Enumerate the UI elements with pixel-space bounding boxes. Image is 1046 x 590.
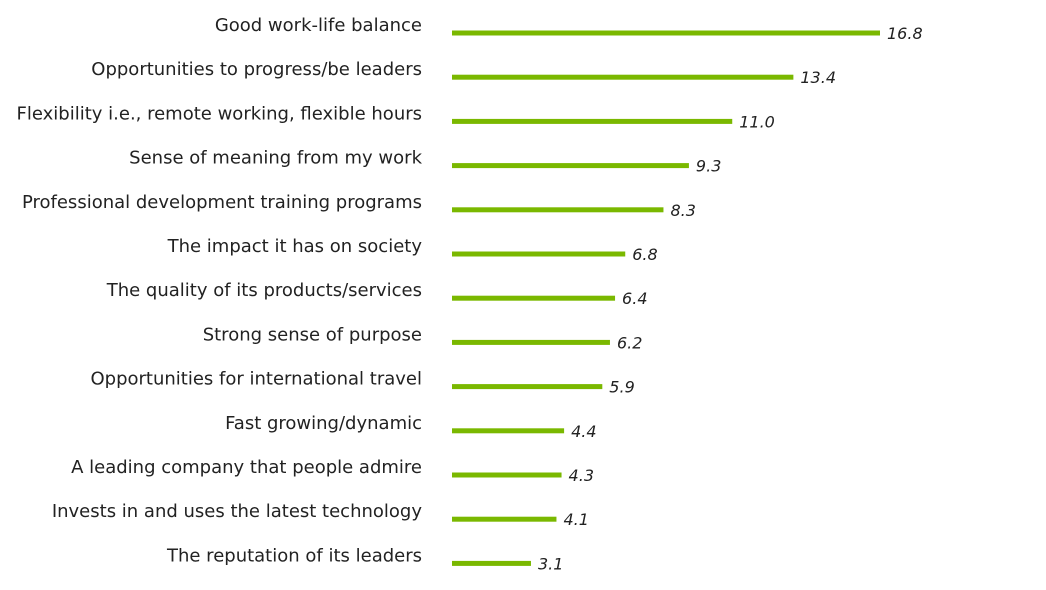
value-label: 4.1 <box>563 510 588 529</box>
category-label: The quality of its products/services <box>106 280 422 301</box>
bar <box>452 339 610 345</box>
value-label: 11.0 <box>739 112 775 131</box>
category-label: Professional development training progra… <box>22 192 422 213</box>
category-label: Flexibility i.e., remote working, flexib… <box>17 103 422 124</box>
bar <box>452 118 733 124</box>
value-label: 4.3 <box>569 466 594 485</box>
value-label: 6.4 <box>622 289 647 308</box>
category-label: Opportunities to progress/be leaders <box>91 59 422 80</box>
value-labels: 16.8 13.4 11.0 9.3 8.3 6.8 6.4 6.2 5.9 4.4 4.3 4.1 3… <box>538 24 923 573</box>
category-label: The reputation of its leaders <box>166 545 422 566</box>
category-label: Opportunities for international travel <box>90 369 422 390</box>
category-label: Good work-life balance <box>215 15 422 36</box>
bar <box>452 428 565 434</box>
bar <box>452 163 689 169</box>
bar <box>452 516 557 522</box>
bar <box>452 251 626 257</box>
category-labels: Good work-life balance Opportunities to p… <box>17 15 423 566</box>
value-label: 5.9 <box>609 378 634 397</box>
bar <box>452 560 531 566</box>
value-label: 3.1 <box>538 554 563 573</box>
bar <box>452 30 880 36</box>
bar <box>452 74 794 80</box>
category-label: Invests in and uses the latest technolog… <box>52 501 423 522</box>
category-label: A leading company that people admire <box>71 457 422 478</box>
value-label: 8.3 <box>670 201 695 220</box>
bar <box>452 384 603 390</box>
bar <box>452 295 616 301</box>
category-label: Fast growing/dynamic <box>225 413 422 434</box>
value-label: 6.2 <box>617 333 642 352</box>
category-label: Sense of meaning from my work <box>129 148 422 169</box>
bar <box>452 472 562 478</box>
value-label: 6.8 <box>632 245 657 264</box>
value-label: 13.4 <box>800 68 836 87</box>
value-label: 4.4 <box>571 422 596 441</box>
category-label: The impact it has on society <box>167 236 423 257</box>
bars <box>452 30 880 566</box>
category-label: Strong sense of purpose <box>203 324 422 345</box>
value-label: 9.3 <box>696 157 721 176</box>
value-label: 16.8 <box>887 24 923 43</box>
bar <box>452 207 664 213</box>
